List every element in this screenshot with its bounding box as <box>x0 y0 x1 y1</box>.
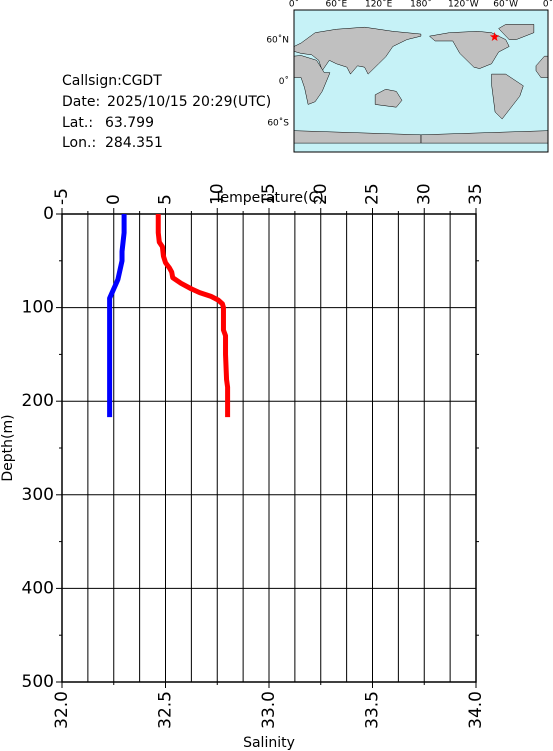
map-lon-label: 120˚E <box>365 0 393 10</box>
x-tick-label: -5 <box>52 188 72 205</box>
y-label: Depth(m) <box>0 414 16 481</box>
x-tick-label: 32.0 <box>52 691 72 729</box>
x-tick-label: 33.0 <box>259 691 279 729</box>
map-land <box>293 24 549 144</box>
x-tick-label: 5 <box>156 194 176 205</box>
x-bottom-label: Salinity <box>243 735 295 751</box>
map-lon-label: 60˚E <box>326 0 348 10</box>
continent <box>428 31 510 69</box>
map-lat-label: 0˚ <box>279 76 289 87</box>
lon-label: Lon.: <box>62 135 96 151</box>
map-lon-label: 0˚ <box>289 0 299 10</box>
x-tick-label: 30 <box>414 183 434 205</box>
map-lat-label: 60˚S <box>267 118 289 129</box>
y-tick-label: 400 <box>22 578 54 598</box>
profile-line <box>107 214 127 418</box>
map-lon-label: 0˚ <box>543 0 553 10</box>
lat: 63.799 <box>105 115 154 131</box>
date-label: Date: <box>62 94 100 110</box>
lon: 284.351 <box>105 135 163 151</box>
x-tick-label: 15 <box>259 183 279 205</box>
profile-line <box>155 214 231 418</box>
x-tick-label: 35 <box>466 183 486 205</box>
y-tick-label: 100 <box>22 298 54 318</box>
plot-frame <box>61 213 477 683</box>
x-tick-label: 33.5 <box>363 691 383 729</box>
date: 2025/10/15 20:29(UTC) <box>107 94 271 110</box>
map-frame <box>293 9 549 153</box>
continent <box>293 26 422 75</box>
y-tick-label: 300 <box>22 485 54 505</box>
y-tick-label: 200 <box>22 391 54 411</box>
map-lat-label: 60˚N <box>266 35 289 46</box>
x-tick-label: 32.5 <box>156 691 176 729</box>
continent <box>498 24 535 40</box>
x-tick-label: 10 <box>207 183 227 205</box>
x-tick-label: 25 <box>363 183 383 205</box>
y-tick-label: 0 <box>43 204 54 224</box>
map-lon-label: 120˚W <box>448 0 479 10</box>
continent <box>491 73 524 120</box>
x-tick-label: 0 <box>104 194 124 205</box>
continent <box>293 55 331 105</box>
continent <box>374 89 403 108</box>
x-top-label: Temperature(C) <box>213 190 323 206</box>
x-tick-label: 20 <box>311 183 331 205</box>
x-tick-label: 34.0 <box>466 691 486 729</box>
lat-label: Lat.: <box>62 115 93 131</box>
station-marker <box>489 31 500 42</box>
map-lon-label: 60˚W <box>493 0 518 10</box>
map-lon-label: 180˚ <box>410 0 432 10</box>
y-tick-label: 500 <box>22 672 54 692</box>
callsign: Callsign:CGDT <box>62 73 162 89</box>
